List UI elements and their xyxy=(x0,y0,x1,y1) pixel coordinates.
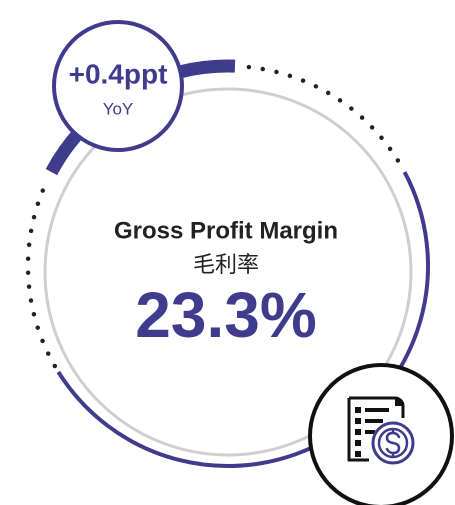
badge: +0.4ppt YoY xyxy=(52,20,184,152)
badge-circle xyxy=(52,20,184,152)
metric-title: Gross Profit Margin xyxy=(114,217,338,244)
metric-subtitle: 毛利率 xyxy=(193,252,259,277)
metric-value: 23.3% xyxy=(135,279,316,351)
receipt-lines xyxy=(355,407,389,457)
badge-label: YoY xyxy=(103,99,134,118)
icon xyxy=(308,363,454,505)
inner-ring xyxy=(43,87,413,457)
receipt-fold xyxy=(395,398,403,406)
badge-value: +0.4ppt xyxy=(69,58,168,89)
dotted-arc xyxy=(25,176,58,369)
dollar-sign xyxy=(385,428,401,458)
